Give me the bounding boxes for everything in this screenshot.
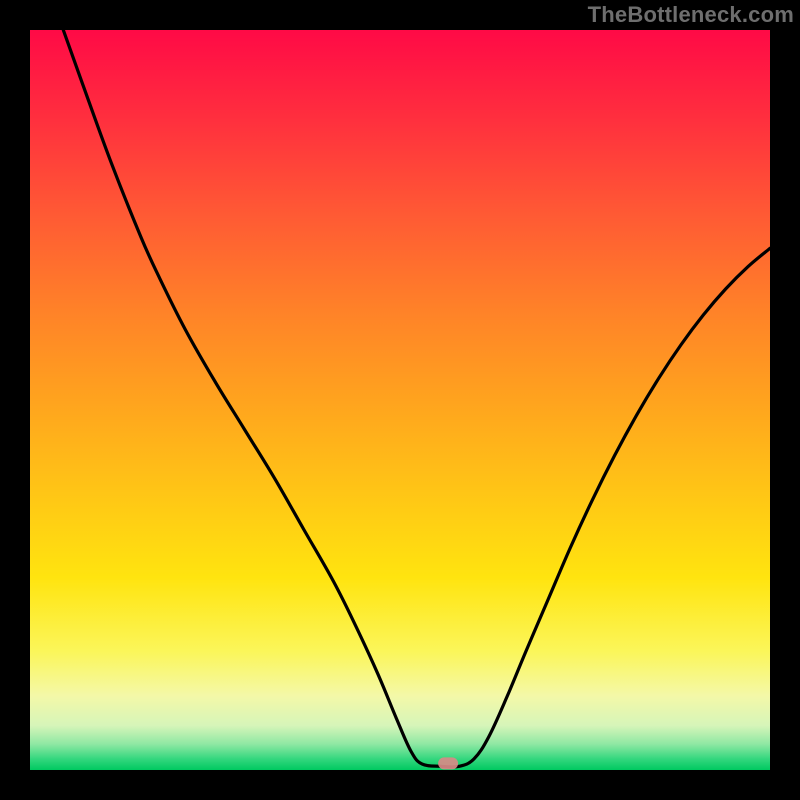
watermark-text: TheBottleneck.com xyxy=(588,2,794,28)
bottleneck-chart xyxy=(0,0,800,800)
bottleneck-marker xyxy=(438,757,458,769)
plot-background-gradient xyxy=(30,30,770,770)
chart-container: TheBottleneck.com xyxy=(0,0,800,800)
